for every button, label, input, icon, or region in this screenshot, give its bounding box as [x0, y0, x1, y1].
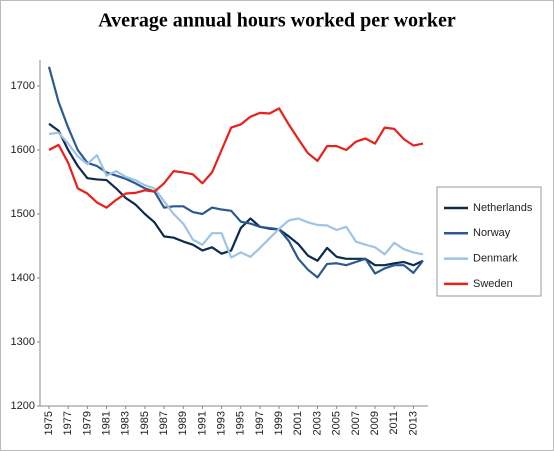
y-tick-label: 1200 — [11, 400, 35, 412]
y-tick-label: 1300 — [11, 336, 35, 348]
x-tick-label: 1979 — [81, 411, 93, 435]
legend-label: Norway — [473, 227, 511, 239]
series-line — [48, 131, 424, 259]
x-tick-label: 2003 — [311, 411, 323, 435]
x-tick-label: 2001 — [292, 411, 304, 435]
legend-label: Denmark — [473, 253, 518, 265]
x-tick-label: 2009 — [369, 411, 381, 435]
legend-label: Netherlands — [473, 202, 533, 214]
chart-title: Average annual hours worked per worker — [98, 10, 456, 32]
x-tick-label: 1997 — [254, 411, 266, 435]
x-tick-label: 2007 — [350, 411, 362, 435]
x-tick-label: 1977 — [62, 411, 74, 435]
x-tick-label: 2011 — [388, 411, 400, 435]
y-tick-label: 1700 — [11, 80, 35, 92]
series-line — [48, 107, 424, 209]
x-tick-label: 1995 — [235, 411, 247, 435]
x-tick-label: 1975 — [43, 411, 55, 435]
x-tick-label: 1981 — [100, 411, 112, 435]
y-tick-label: 1400 — [11, 272, 35, 284]
x-tick-label: 1999 — [273, 411, 285, 435]
x-tick-label: 1993 — [216, 411, 228, 435]
legend-box — [436, 186, 542, 297]
series-line — [48, 122, 424, 267]
x-tick-label: 1983 — [120, 411, 132, 435]
x-tick-label: 2013 — [407, 411, 419, 435]
x-tick-label: 1989 — [177, 411, 189, 435]
legend-label: Sweden — [473, 278, 513, 290]
x-tick-label: 2005 — [331, 411, 343, 435]
x-tick-label: 1985 — [139, 411, 151, 435]
x-tick-label: 1991 — [196, 411, 208, 435]
y-tick-label: 1500 — [11, 208, 35, 220]
y-tick-label: 1600 — [11, 144, 35, 156]
legend: Netherlands Norway Denmark Sweden — [436, 186, 542, 297]
x-tick-label: 1987 — [158, 411, 170, 435]
